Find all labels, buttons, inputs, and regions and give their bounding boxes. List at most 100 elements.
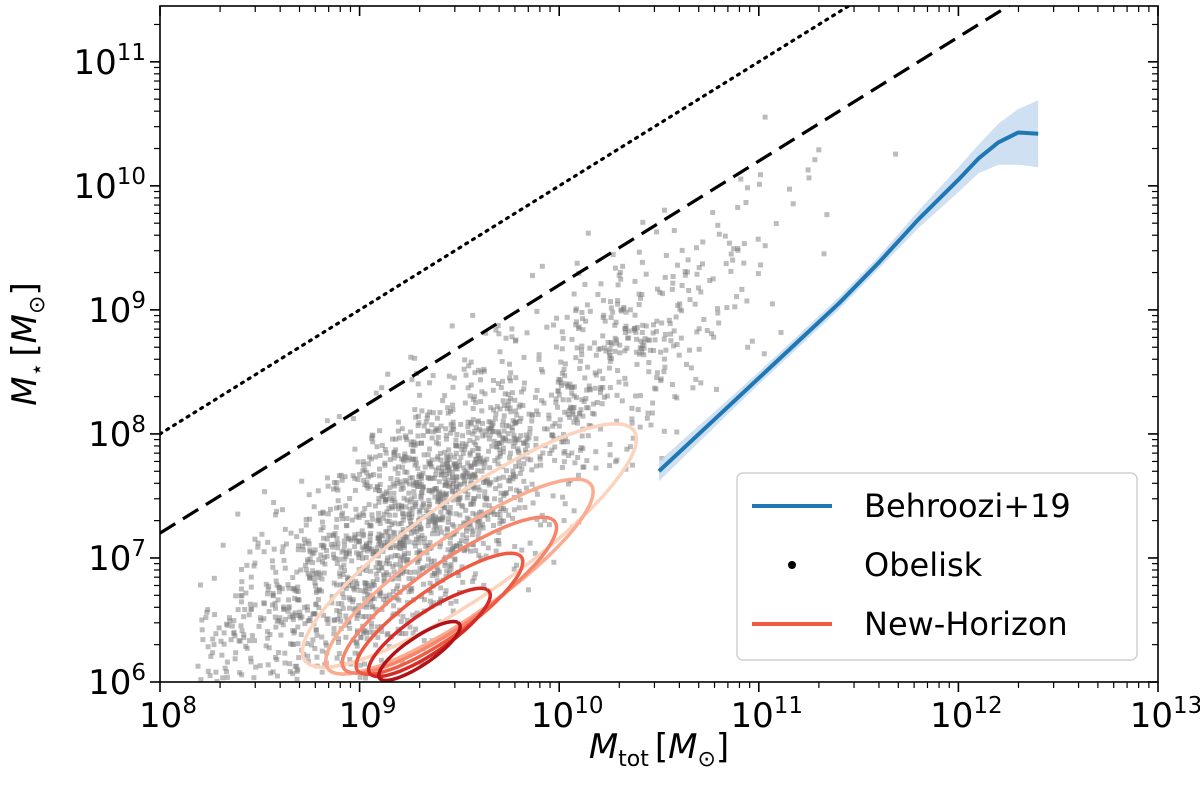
obelisk-point [522,504,528,510]
obelisk-point [419,408,425,414]
obelisk-point [614,418,620,424]
obelisk-point [513,408,518,414]
obelisk-point [629,462,635,468]
obelisk-point [577,410,583,416]
obelisk-point [391,490,397,496]
legend-swatch-obelisk [788,561,796,569]
obelisk-point [393,436,399,442]
obelisk-point [648,422,654,428]
obelisk-point [470,498,476,504]
obelisk-point [373,454,379,460]
obelisk-point [391,449,397,455]
obelisk-point [687,297,693,303]
obelisk-point [334,655,340,661]
obelisk-point [637,345,643,351]
y-label-close: ] [5,282,45,295]
obelisk-point [446,470,452,476]
obelisk-point [387,485,393,491]
obelisk-point [438,585,444,591]
new-horizon-contour-1 [300,422,639,670]
obelisk-point [410,612,416,618]
obelisk-point [673,314,679,320]
obelisk-point [392,499,398,505]
obelisk-point [743,200,749,205]
obelisk-point [231,618,237,624]
obelisk-point [491,378,496,383]
obelisk-point [731,246,737,252]
obelisk-point [614,457,620,463]
obelisk-point [453,511,459,517]
obelisk-point [461,480,467,486]
obelisk-point [458,454,464,460]
obelisk-point [442,505,448,511]
obelisk-point [465,424,471,430]
obelisk-point [578,358,584,364]
obelisk-point [431,558,437,564]
obelisk-point [418,495,424,501]
obelisk-point [493,327,499,333]
x-label-sub: tot [618,747,649,772]
obelisk-point [497,447,503,453]
obelisk-point [497,515,503,521]
obelisk-point [415,465,421,471]
obelisk-point [561,450,567,456]
obelisk-point [429,464,435,470]
obelisk-point [406,490,412,496]
obelisk-point [476,552,482,558]
obelisk-point [361,462,366,468]
obelisk-point [431,600,437,606]
obelisk-point [355,459,361,465]
obelisk-point [496,331,502,337]
obelisk-point [368,473,374,478]
obelisk-point [440,515,446,521]
obelisk-point [787,186,792,192]
obelisk-point [411,439,417,445]
obelisk-point [478,369,484,375]
obelisk-point [442,563,448,568]
obelisk-point [362,628,368,634]
obelisk-point [608,305,614,311]
obelisk-point [401,551,407,557]
obelisk-point [461,366,467,372]
obelisk-point [749,338,755,344]
obelisk-point [470,510,476,516]
obelisk-point [579,352,585,358]
obelisk-point [450,402,456,408]
obelisk-point [283,541,289,547]
obelisk-point [530,500,536,506]
obelisk-point [302,540,308,546]
obelisk-point [435,490,441,496]
obelisk-point [517,418,523,424]
obelisk-point [675,262,680,268]
obelisk-point [267,632,273,637]
obelisk-point [632,312,638,318]
obelisk-point [239,672,245,678]
obelisk-point [502,391,508,397]
obelisk-point [579,343,585,349]
obelisk-point [291,642,296,647]
obelisk-point [638,338,644,344]
obelisk-point [303,522,309,528]
obelisk-point [238,593,244,599]
obelisk-point [492,458,498,464]
x-tick-label: 1010 [531,693,604,736]
obelisk-point [406,589,412,595]
obelisk-point [360,614,366,620]
obelisk-point [559,465,565,470]
obelisk-point [442,560,448,566]
obelisk-point [437,541,443,546]
obelisk-point [205,644,211,650]
obelisk-point [468,359,474,365]
obelisk-point [640,219,646,225]
obelisk-point [312,611,318,617]
obelisk-point [519,547,525,553]
obelisk-point [379,493,385,499]
obelisk-point [453,484,459,490]
obelisk-point [715,306,720,312]
obelisk-point [434,578,440,584]
obelisk-point [394,544,399,550]
obelisk-point [386,561,392,567]
x-label-close: ] [716,727,729,767]
obelisk-point [295,584,301,590]
